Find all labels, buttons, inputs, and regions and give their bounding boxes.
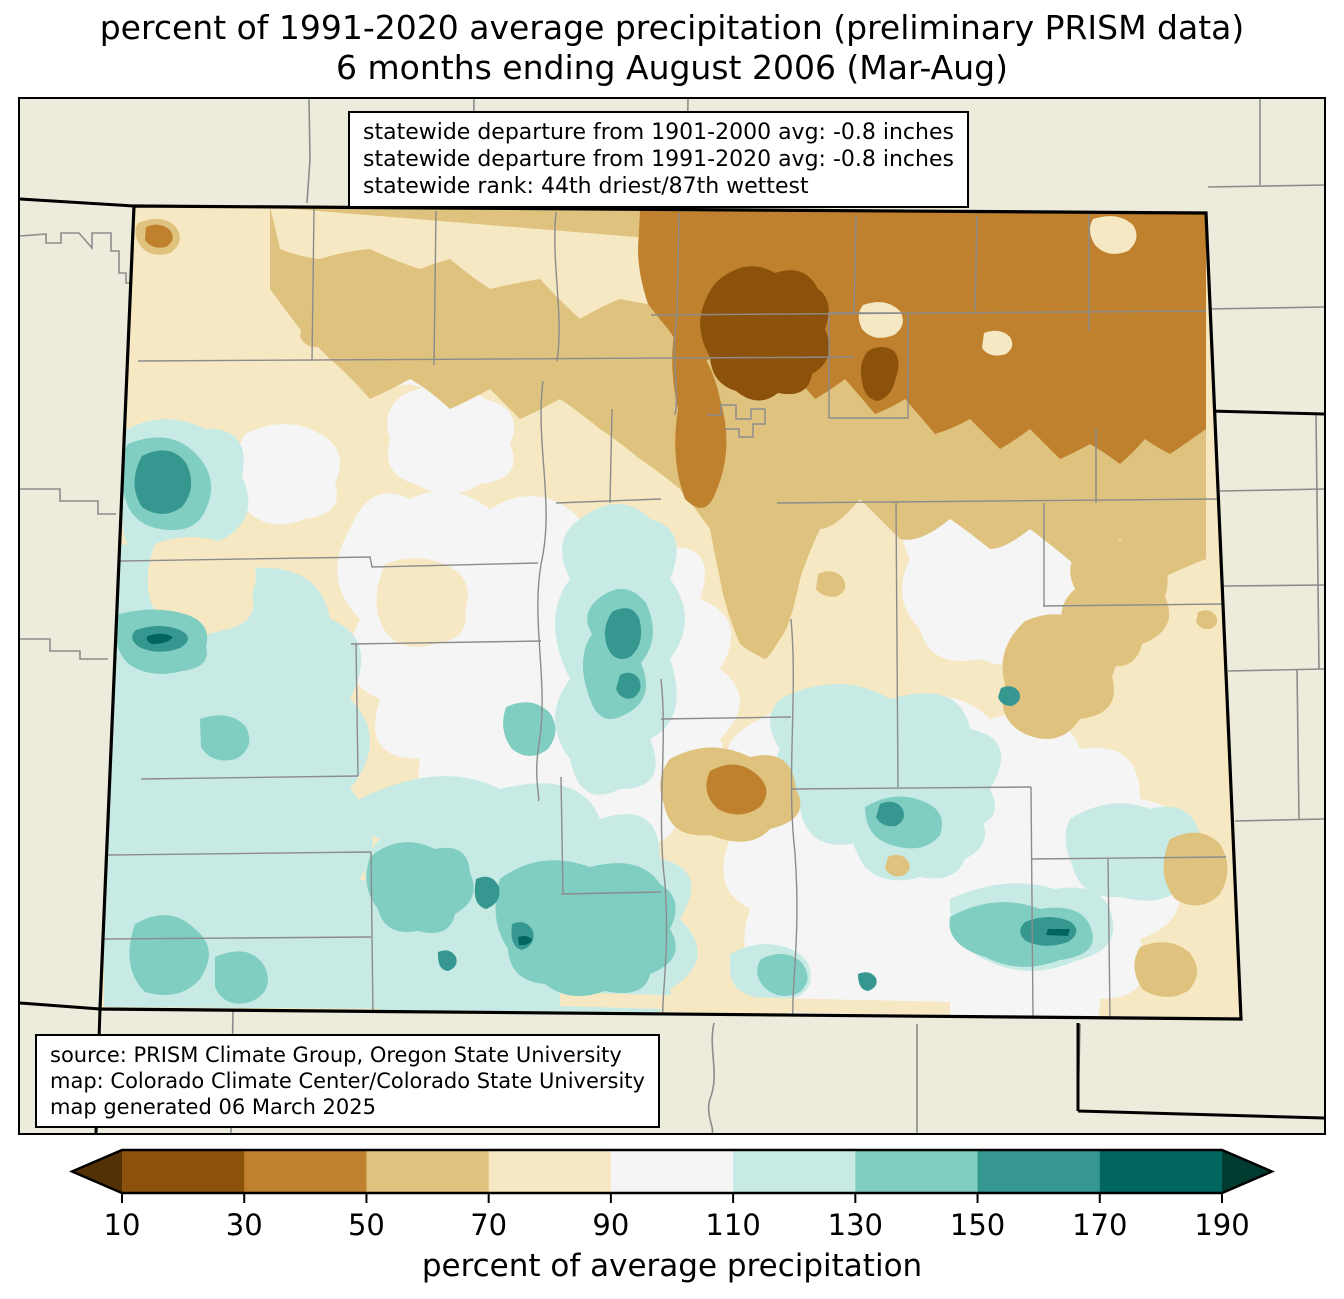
colorbar-under-arrow: [72, 1150, 122, 1193]
colorbar-tick-label: 70: [470, 1208, 507, 1242]
precipitation-field: [100, 206, 1241, 1019]
field-deepest-teal-specks: [146, 633, 1070, 946]
source-credit-box: source: PRISM Climate Group, Oregon Stat…: [35, 1034, 660, 1128]
colorado-county-lines: [103, 208, 1227, 1019]
colorado-precipitation-map: [20, 99, 1324, 1133]
colorbar-tick-label: 30: [226, 1208, 263, 1242]
colorbar-tick-label: 190: [1194, 1208, 1249, 1242]
source-line-1: source: PRISM Climate Group, Oregon Stat…: [50, 1043, 622, 1067]
stats-line-2: statewide departure from 1991-2020 avg: …: [363, 147, 954, 172]
source-line-2: map: Colorado Climate Center/Colorado St…: [50, 1069, 645, 1093]
colorbar-tick-label: 110: [705, 1208, 760, 1242]
title-line-1: percent of 1991-2020 average precipitati…: [99, 8, 1245, 47]
colorbar-segment: [1099, 1150, 1223, 1193]
colorbar-segment: [244, 1150, 368, 1193]
colorbar-segment: [366, 1150, 490, 1193]
colorbar-over-arrow: [1222, 1150, 1272, 1193]
colorbar-tick-label: 150: [950, 1208, 1005, 1242]
colorbar-segment: [488, 1150, 612, 1193]
colorbar-svg: 10 30 50 70 90 110 130 150 170 190 percent of aver…: [68, 1148, 1276, 1284]
stats-line-3: statewide rank: 44th driest/87th wettest: [363, 174, 809, 199]
colorbar-axis-label: percent of average precipitation: [422, 1248, 922, 1284]
figure-title: percent of 1991-2020 average precipitati…: [0, 8, 1344, 88]
field-cream-patches: [147, 216, 1137, 1016]
colorbar-segment: [610, 1150, 734, 1193]
colorado-state-border: [98, 204, 1243, 1021]
map-axes: statewide departure from 1901-2000 avg: …: [18, 97, 1326, 1135]
colorbar-tick-label: 50: [348, 1208, 385, 1242]
colorbar-segment: [733, 1150, 856, 1193]
source-line-3: map generated 06 March 2025: [50, 1095, 377, 1119]
colorbar-segment: [977, 1150, 1101, 1193]
colorbar-segment: [855, 1150, 979, 1193]
field-dark-teal-blobs: [132, 450, 1077, 991]
colorbar-tick-label: 10: [104, 1208, 141, 1242]
colorbar-tick-label: 90: [592, 1208, 629, 1242]
colorbar-segment: [122, 1150, 245, 1193]
colorbar-tick-label: 170: [1072, 1208, 1127, 1242]
neighbor-state-borders: [20, 197, 1324, 1133]
stats-line-1: statewide departure from 1901-2000 avg: …: [363, 120, 954, 145]
colorbar-tick-label: 130: [828, 1208, 883, 1242]
colorbar: 10 30 50 70 90 110 130 150 170 190 percent of aver…: [0, 1140, 1344, 1299]
field-dark-brown-blobs: [700, 266, 899, 401]
statewide-stats-box: statewide departure from 1901-2000 avg: …: [348, 111, 969, 208]
title-line-2: 6 months ending August 2006 (Mar-Aug): [336, 48, 1008, 87]
